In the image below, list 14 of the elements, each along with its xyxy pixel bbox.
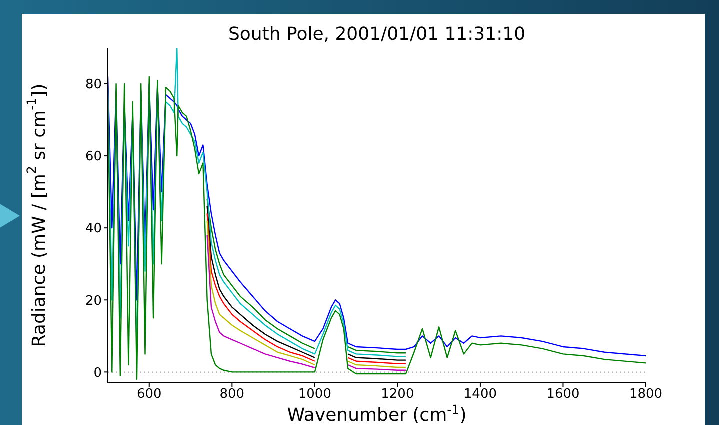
x-tick-label: 1400 <box>464 387 498 402</box>
x-tick-label: 800 <box>220 387 245 402</box>
x-tick-label: 1800 <box>629 387 663 402</box>
x-tick-label: 1000 <box>298 387 332 402</box>
x-tick-label: 1600 <box>546 387 580 402</box>
x-axis-title: Wavenumber (cm$^{-1}$) <box>287 402 467 425</box>
y-tick-label: 60 <box>85 150 102 165</box>
x-tick-label: 1200 <box>381 387 414 402</box>
y-tick-label: 0 <box>94 366 102 381</box>
y-tick-label: 40 <box>85 222 102 237</box>
y-tick-label: 20 <box>85 294 102 309</box>
x-tick-label: 600 <box>136 387 162 402</box>
y-tick-label: 80 <box>85 78 102 93</box>
chart-title: South Pole, 2001/01/01 11:31:10 <box>228 24 526 45</box>
